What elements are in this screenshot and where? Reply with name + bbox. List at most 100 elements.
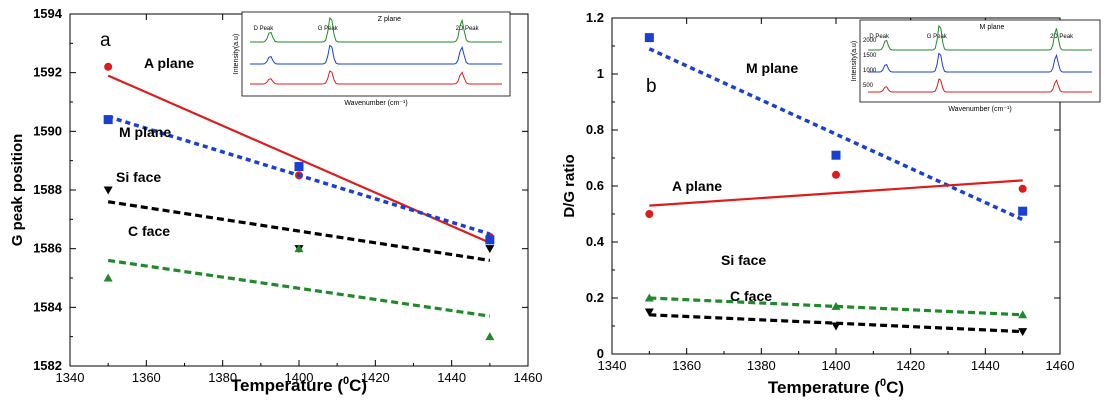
pa-inset-frame bbox=[241, 11, 511, 97]
pa-y-tick-label: 1594 bbox=[33, 6, 63, 21]
pa-x-tick-label: 1460 bbox=[514, 370, 543, 385]
pb-y-axis-label: D/G ratio bbox=[561, 154, 578, 217]
pb-x-tick-label: 1400 bbox=[822, 358, 851, 373]
pb-inset-xlabel: Wavenumber (cm⁻¹) bbox=[948, 106, 1011, 113]
pa-fit-line bbox=[107, 74, 491, 244]
pb-series-label: M plane bbox=[746, 60, 798, 76]
pb-y-tick-label: 0 bbox=[597, 346, 604, 361]
pb-data-point bbox=[831, 322, 841, 331]
pa-data-point bbox=[485, 245, 495, 254]
pb-inset-peak-label: D Peak bbox=[869, 34, 890, 40]
pb-data-point bbox=[644, 308, 654, 317]
pa-inset-title: Z plane bbox=[378, 16, 401, 23]
pa-data-point bbox=[103, 186, 113, 195]
pb-series-c-face bbox=[644, 308, 1028, 337]
pb-fit-line bbox=[649, 179, 1023, 207]
pb-fit-line bbox=[649, 313, 1023, 334]
pb-panel-label: b bbox=[646, 76, 657, 97]
pb-data-point bbox=[644, 33, 654, 43]
pa-data-point bbox=[104, 62, 113, 71]
pa-inset-ylabel: Intensity(a.u) bbox=[233, 34, 240, 74]
pb-data-point bbox=[645, 210, 654, 218]
pb-inset-y-tick: 500 bbox=[863, 83, 874, 89]
pa-y-tick-label: 1584 bbox=[33, 299, 63, 314]
pa-y-tick-label: 1592 bbox=[33, 65, 62, 80]
pa-fit-line bbox=[107, 258, 491, 318]
pa-x-tick-label: 1360 bbox=[132, 370, 161, 385]
pb-fit-line bbox=[648, 47, 1024, 222]
pb-inset-title: M plane bbox=[980, 24, 1005, 31]
pb-x-axis-label: Temperature (0C) bbox=[768, 377, 904, 397]
pa-data-point bbox=[485, 332, 495, 341]
pb-inset-y-tick: 1500 bbox=[863, 53, 877, 59]
pa-x-tick-label: 1400 bbox=[285, 370, 314, 385]
pa-inset-spectrum bbox=[250, 44, 502, 65]
pb-inset-spectrum bbox=[868, 24, 1092, 51]
pb-y-tick-label: 0.8 bbox=[586, 122, 604, 137]
pa-series-label: M plane bbox=[119, 124, 171, 140]
pb-data-point bbox=[831, 301, 841, 310]
pb-data-point bbox=[1018, 206, 1028, 216]
pb-series-label: Si face bbox=[721, 252, 766, 268]
pb-x-tick-label: 1380 bbox=[747, 358, 776, 373]
pb-inset: M plane Intensity(a.u) Wavenumber (cm⁻¹) D … bbox=[851, 19, 1101, 113]
pb-data-point bbox=[1018, 310, 1028, 319]
pb-y-tick-label: 0.6 bbox=[586, 178, 604, 193]
pa-fit-line bbox=[107, 200, 491, 262]
pb-series-a-plane bbox=[645, 170, 1027, 218]
pa-inset-peak-label: D Peak bbox=[254, 26, 275, 32]
pa-panel-label: a bbox=[100, 30, 111, 51]
pa-data-point bbox=[485, 235, 495, 245]
pa-fit-line bbox=[107, 114, 491, 236]
pb-data-point bbox=[644, 293, 654, 302]
pb-data-point bbox=[831, 150, 841, 160]
pb-fit-line bbox=[649, 296, 1023, 317]
pb-inset-peak-label: 2D Peak bbox=[1050, 34, 1074, 40]
pa-series-label: C face bbox=[128, 223, 170, 239]
pa-series-m-plane bbox=[103, 114, 495, 245]
pa-y-tick-label: 1590 bbox=[33, 123, 62, 138]
pb-series-si-face bbox=[644, 293, 1028, 319]
pb-series-label: A plane bbox=[672, 178, 722, 194]
pb-y-tick-label: 1.2 bbox=[586, 10, 604, 25]
pb-data-point bbox=[1018, 184, 1027, 193]
pb-inset-y-tick: 1000 bbox=[863, 68, 877, 74]
pa-x-tick-label: 1380 bbox=[208, 370, 237, 385]
pb-y-tick-label: 0.4 bbox=[586, 234, 605, 249]
pb-inset-y-tick: 2000 bbox=[863, 38, 877, 44]
chart-panel-a: 1340 1360 1380 1400 1420 1440 1460 1582 1584 1586… bbox=[9, 6, 543, 395]
pa-y-tick-label: 1582 bbox=[33, 358, 62, 373]
pb-inset-spectrum bbox=[868, 78, 1092, 93]
pb-y-tick-label: 0.2 bbox=[586, 290, 604, 305]
pa-series-label: Si face bbox=[116, 169, 161, 185]
pb-x-tick-label: 1440 bbox=[971, 358, 1000, 373]
pa-inset-spectrum bbox=[250, 16, 502, 43]
pb-x-tick-label: 1420 bbox=[896, 358, 925, 373]
pa-y-tick-label: 1586 bbox=[33, 241, 62, 256]
pb-x-tick-label: 1360 bbox=[672, 358, 701, 373]
pa-y-axis-label: G peak position bbox=[9, 134, 26, 247]
pb-inset-frame bbox=[859, 19, 1101, 103]
pa-data-point bbox=[294, 244, 304, 253]
pb-inset-ylabel: Intensity(a.u) bbox=[851, 41, 858, 81]
pa-inset-xlabel: Wavenumber (cm⁻¹) bbox=[344, 100, 407, 107]
pa-x-tick-label: 1440 bbox=[437, 370, 466, 385]
pa-x-tick-label: 1420 bbox=[361, 370, 390, 385]
pa-series-label: A plane bbox=[144, 55, 194, 71]
pb-series-m-plane bbox=[644, 33, 1028, 222]
chart-panel-b: 1340 1360 1380 1400 1420 1440 1460 0 0.2 0.4 0.6 0.… bbox=[561, 10, 1101, 397]
pa-y-tick-label: 1588 bbox=[33, 182, 62, 197]
pb-y-tick-label: 1 bbox=[597, 66, 604, 81]
pa-data-point bbox=[294, 162, 304, 172]
pa-inset-peak-label: 2D Peak bbox=[456, 26, 480, 32]
pb-x-tick-label: 1460 bbox=[1046, 358, 1075, 373]
pb-x-tick-label: 1340 bbox=[598, 358, 627, 373]
pb-series-label: C face bbox=[730, 288, 772, 304]
pa-inset: Z plane Intensity(a.u) Wavenumber (cm⁻¹) D … bbox=[233, 11, 511, 107]
pa-x-axis-label: Temperature (0C) bbox=[231, 375, 367, 395]
pa-inset-spectrum bbox=[250, 70, 502, 85]
pa-series-c-face bbox=[103, 244, 495, 341]
pb-inset-spectrum bbox=[868, 52, 1092, 73]
pa-data-point bbox=[103, 273, 113, 282]
